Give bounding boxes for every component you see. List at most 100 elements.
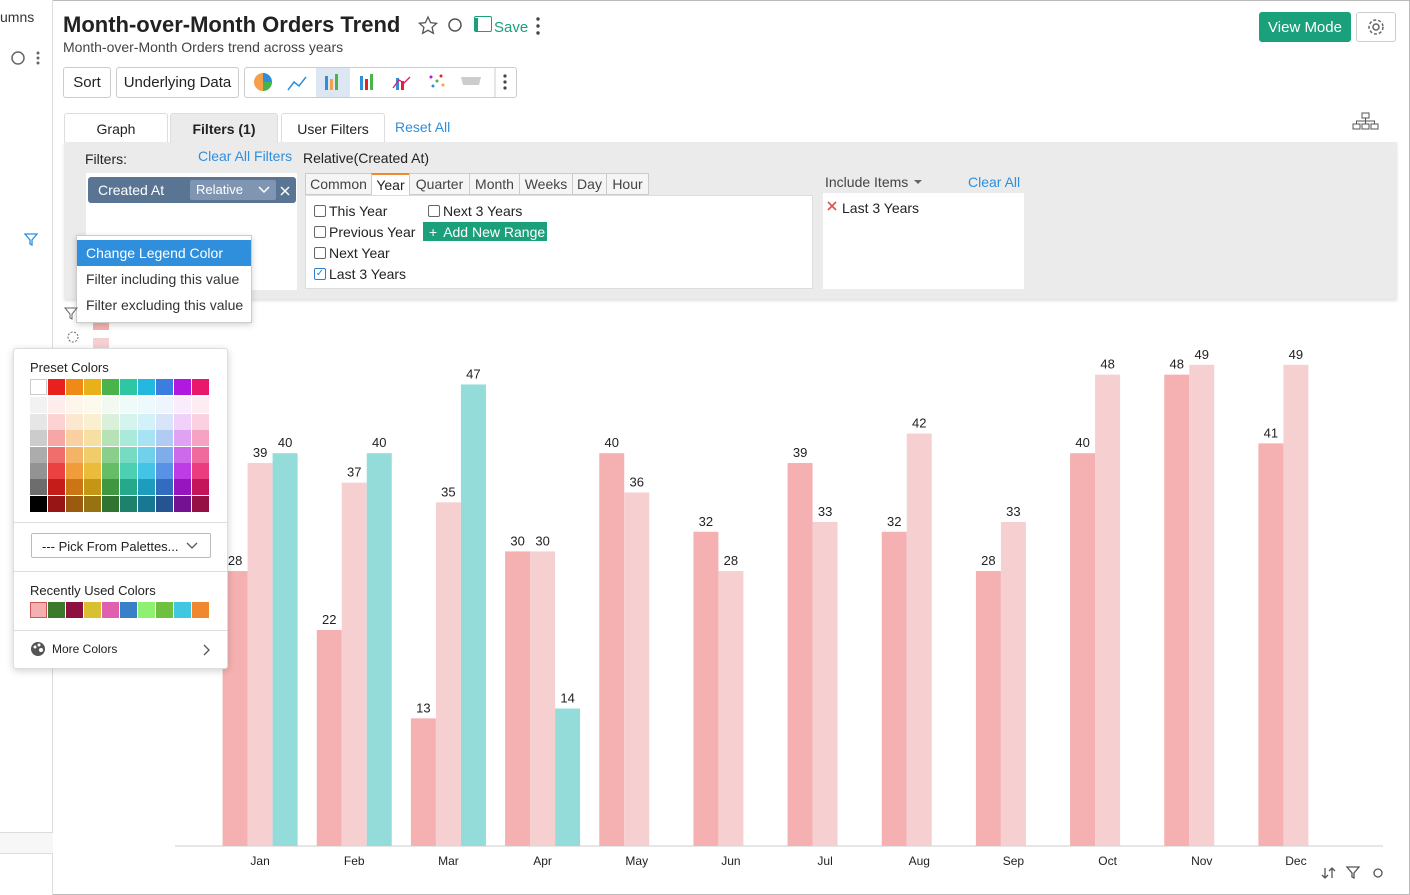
sort-button[interactable]: Sort bbox=[63, 67, 111, 98]
view-mode-button[interactable]: View Mode bbox=[1259, 12, 1351, 42]
period-tab-active[interactable]: Year bbox=[371, 173, 410, 195]
option[interactable]: Next Year bbox=[314, 244, 390, 262]
color-swatch[interactable] bbox=[156, 379, 173, 395]
color-swatch[interactable] bbox=[120, 495, 137, 512]
color-swatch[interactable] bbox=[174, 479, 191, 496]
recent-swatch[interactable] bbox=[120, 602, 137, 618]
color-swatch[interactable] bbox=[84, 495, 101, 512]
checkbox[interactable] bbox=[314, 226, 326, 238]
color-swatch[interactable] bbox=[138, 430, 155, 447]
color-swatch[interactable] bbox=[102, 413, 119, 430]
recent-swatch[interactable] bbox=[138, 602, 155, 618]
color-swatch[interactable] bbox=[66, 413, 83, 430]
recent-swatch[interactable] bbox=[66, 602, 83, 618]
color-swatch[interactable] bbox=[84, 413, 101, 430]
color-swatch[interactable] bbox=[174, 446, 191, 463]
color-swatch[interactable] bbox=[66, 479, 83, 496]
color-swatch[interactable] bbox=[84, 430, 101, 447]
period-tab[interactable]: Hour bbox=[606, 173, 649, 195]
color-swatch[interactable] bbox=[174, 413, 191, 430]
color-swatch[interactable] bbox=[120, 397, 137, 414]
color-swatch[interactable] bbox=[30, 430, 47, 447]
color-swatch[interactable] bbox=[174, 430, 191, 447]
menu-item-selected[interactable]: Change Legend Color bbox=[77, 240, 251, 266]
color-swatch[interactable] bbox=[156, 430, 173, 447]
add-new-range-button[interactable]: + Add New Range bbox=[423, 222, 547, 241]
option[interactable]: This Year bbox=[314, 202, 387, 220]
save-icon[interactable] bbox=[474, 16, 492, 32]
color-swatch[interactable] bbox=[156, 495, 173, 512]
color-swatch[interactable] bbox=[138, 479, 155, 496]
color-swatch[interactable] bbox=[30, 379, 47, 395]
color-swatch[interactable] bbox=[66, 379, 83, 395]
option[interactable]: Next 3 Years bbox=[428, 202, 522, 220]
color-swatch[interactable] bbox=[48, 446, 65, 463]
color-swatch[interactable] bbox=[192, 495, 209, 512]
clear-all-link[interactable]: Clear All bbox=[968, 174, 1021, 190]
header-icons[interactable] bbox=[418, 15, 478, 37]
sidebar-icons[interactable] bbox=[10, 50, 44, 68]
color-swatch[interactable] bbox=[138, 413, 155, 430]
color-swatch[interactable] bbox=[48, 479, 65, 496]
color-swatch[interactable] bbox=[102, 479, 119, 496]
color-swatch[interactable] bbox=[30, 446, 47, 463]
color-swatch[interactable] bbox=[102, 463, 119, 479]
color-swatch[interactable] bbox=[192, 413, 209, 430]
chart-type-bar[interactable] bbox=[244, 67, 517, 98]
color-swatch[interactable] bbox=[66, 430, 83, 447]
settings-button[interactable] bbox=[1356, 12, 1396, 42]
color-swatch[interactable] bbox=[120, 446, 137, 463]
footer-icons[interactable] bbox=[1321, 866, 1383, 880]
color-swatch[interactable] bbox=[192, 379, 209, 395]
color-swatch[interactable] bbox=[30, 495, 47, 512]
save-button[interactable]: Save bbox=[494, 19, 529, 36]
hierarchy-icon[interactable] bbox=[1351, 111, 1381, 131]
period-tab[interactable]: Weeks bbox=[519, 173, 573, 195]
color-swatch[interactable] bbox=[48, 397, 65, 414]
color-swatch[interactable] bbox=[30, 479, 47, 496]
menu-item[interactable]: Filter excluding this value bbox=[86, 297, 244, 313]
recent-swatch[interactable] bbox=[102, 602, 119, 618]
color-swatch[interactable] bbox=[48, 379, 65, 395]
color-swatch[interactable] bbox=[156, 479, 173, 496]
tab-active[interactable]: Filters (1) bbox=[170, 113, 278, 143]
chart-type-icons[interactable] bbox=[245, 68, 516, 97]
menu-item[interactable]: Filter including this value bbox=[86, 271, 240, 287]
recent-swatch[interactable] bbox=[48, 602, 65, 618]
color-swatch[interactable] bbox=[192, 446, 209, 463]
color-swatch[interactable] bbox=[30, 397, 47, 414]
recent-swatch[interactable] bbox=[192, 602, 209, 618]
color-swatch[interactable] bbox=[120, 413, 137, 430]
color-swatch[interactable] bbox=[138, 495, 155, 512]
color-swatch[interactable] bbox=[174, 463, 191, 479]
chip-remove[interactable] bbox=[280, 186, 290, 196]
checkbox[interactable]: ✓ bbox=[314, 268, 326, 280]
reset-all-link[interactable]: Reset All bbox=[395, 119, 451, 135]
period-tab[interactable]: Quarter bbox=[409, 173, 470, 195]
color-swatch[interactable] bbox=[156, 446, 173, 463]
clear-all-filters-link[interactable]: Clear All Filters bbox=[198, 148, 293, 164]
color-swatch[interactable] bbox=[138, 397, 155, 414]
color-swatch[interactable] bbox=[138, 446, 155, 463]
color-swatch[interactable] bbox=[48, 413, 65, 430]
color-swatch[interactable] bbox=[30, 463, 47, 479]
color-swatch[interactable] bbox=[66, 495, 83, 512]
checkbox[interactable] bbox=[314, 205, 326, 217]
option[interactable]: Previous Year bbox=[314, 223, 415, 241]
chart-side-icons[interactable] bbox=[64, 307, 84, 347]
color-swatch[interactable] bbox=[84, 463, 101, 479]
color-swatch[interactable] bbox=[156, 397, 173, 414]
color-swatch[interactable] bbox=[138, 379, 155, 395]
color-swatch[interactable] bbox=[84, 379, 101, 395]
sort-icon[interactable] bbox=[1321, 867, 1336, 879]
recent-swatch[interactable] bbox=[174, 602, 191, 618]
recent-swatch[interactable] bbox=[156, 602, 173, 618]
color-swatch[interactable] bbox=[66, 397, 83, 414]
color-swatch[interactable] bbox=[192, 430, 209, 447]
tab[interactable]: User Filters bbox=[281, 113, 385, 143]
color-swatch[interactable] bbox=[102, 446, 119, 463]
underlying-data-button[interactable]: Underlying Data bbox=[116, 67, 239, 98]
period-tab[interactable]: Day bbox=[572, 173, 607, 195]
option[interactable]: ✓ Last 3 Years bbox=[314, 265, 406, 283]
color-swatch[interactable] bbox=[192, 479, 209, 496]
